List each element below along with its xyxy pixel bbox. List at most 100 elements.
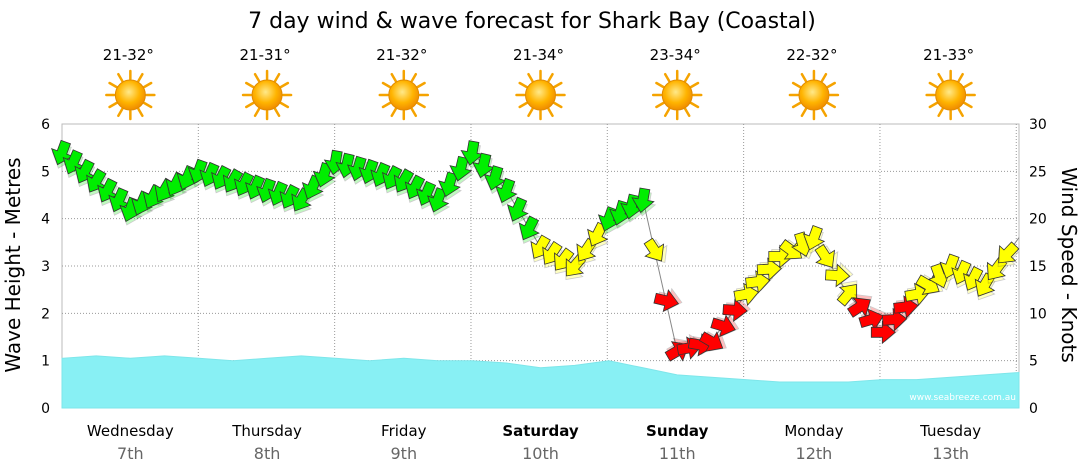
sun-ray bbox=[826, 101, 836, 109]
sun-ray bbox=[547, 107, 554, 118]
wind-arrow-shape bbox=[722, 298, 748, 323]
y-tick-right: 25 bbox=[1029, 164, 1047, 180]
sun-ray bbox=[547, 72, 554, 83]
wind-arrow bbox=[518, 215, 541, 244]
temp-label: 21-33° bbox=[923, 46, 974, 64]
day-label: Sunday bbox=[646, 422, 709, 440]
date-label: 11th bbox=[659, 444, 696, 463]
y-tick-left: 4 bbox=[41, 212, 50, 228]
sun-ray bbox=[245, 101, 255, 109]
wind-arrow bbox=[438, 171, 462, 201]
sun-disc bbox=[935, 79, 967, 111]
wind-arrow-shape bbox=[698, 331, 724, 352]
y-tick-right: 15 bbox=[1029, 259, 1047, 275]
sun-ray bbox=[683, 72, 691, 83]
sun-ray bbox=[963, 101, 973, 109]
wind-arrow bbox=[997, 241, 1020, 267]
wind-arrow-shape bbox=[825, 263, 851, 288]
wind-arrow-shape bbox=[506, 196, 529, 222]
temp-label: 21-32° bbox=[103, 46, 154, 64]
wind-arrow bbox=[460, 140, 486, 170]
sun-ray bbox=[137, 107, 144, 118]
sun-ray bbox=[527, 72, 534, 83]
temp-label: 22-32° bbox=[786, 46, 837, 64]
sun-ray bbox=[381, 101, 392, 109]
wind-arrow-shape bbox=[802, 225, 826, 251]
y-tick-left: 2 bbox=[41, 306, 50, 322]
sun-icon bbox=[378, 69, 430, 121]
date-label: 9th bbox=[390, 444, 417, 463]
sun-ray bbox=[416, 81, 426, 89]
wind-arrow-shape bbox=[986, 256, 1008, 281]
sun-disc bbox=[114, 79, 146, 111]
date-label: 8th bbox=[254, 444, 281, 463]
wind-arrow-shape bbox=[858, 308, 884, 332]
wind-arrow-shape bbox=[756, 257, 782, 282]
sun-ray bbox=[410, 107, 418, 118]
y-axis-right-label: Wind Speed - Knots bbox=[1057, 167, 1080, 363]
sun-ray bbox=[410, 72, 418, 83]
sun-icon bbox=[925, 69, 976, 121]
sun-ray bbox=[663, 72, 671, 83]
date-label: 12th bbox=[796, 444, 833, 463]
wind-arrow bbox=[722, 296, 751, 323]
wind-arrow-shape bbox=[998, 241, 1020, 264]
sun-ray bbox=[416, 101, 426, 109]
wind-arrow-shape bbox=[836, 283, 857, 307]
wind-arrow bbox=[643, 237, 668, 263]
wind-arrow bbox=[858, 305, 887, 332]
y-tick-right: 0 bbox=[1029, 401, 1038, 417]
sun-ray bbox=[655, 81, 665, 89]
sun-disc bbox=[251, 79, 283, 111]
wind-arrow-shape bbox=[631, 187, 655, 214]
day-label: Friday bbox=[381, 422, 427, 440]
y-tick-right: 5 bbox=[1029, 354, 1038, 370]
sun-ray bbox=[800, 72, 808, 83]
sun-disc bbox=[661, 79, 693, 111]
sun-icon bbox=[788, 69, 840, 121]
sun-ray bbox=[820, 107, 828, 118]
sun-ray bbox=[273, 72, 281, 83]
sun-ray bbox=[800, 107, 808, 118]
sun-ray bbox=[279, 101, 290, 109]
sun-ray bbox=[683, 107, 691, 118]
sun-ray bbox=[117, 107, 124, 118]
temp-label: 23-34° bbox=[650, 46, 701, 64]
sun-ray bbox=[928, 101, 939, 109]
day-label: Thursday bbox=[231, 422, 302, 440]
wind-arrow-shape bbox=[745, 270, 771, 294]
day-label: Saturday bbox=[502, 422, 579, 440]
sun-ray bbox=[142, 81, 153, 89]
sun-ray bbox=[663, 107, 671, 118]
y-tick-left: 5 bbox=[41, 164, 50, 180]
sun-ray bbox=[381, 81, 392, 89]
sun-ray bbox=[957, 107, 964, 118]
sun-ray bbox=[937, 107, 944, 118]
sun-icon bbox=[515, 69, 566, 121]
sun-ray bbox=[937, 72, 944, 83]
wind-arrow-shape bbox=[518, 215, 540, 241]
y-tick-left: 1 bbox=[41, 354, 50, 370]
y-tick-right: 30 bbox=[1029, 117, 1047, 133]
sun-ray bbox=[527, 107, 534, 118]
wind-arrow-shape bbox=[495, 177, 518, 204]
wind-arrow bbox=[814, 244, 839, 270]
sun-ray bbox=[137, 72, 144, 83]
sun-icon bbox=[651, 69, 703, 121]
sun-ray bbox=[273, 107, 281, 118]
sun-ray bbox=[390, 107, 398, 118]
sun-ray bbox=[553, 101, 563, 109]
sun-ray bbox=[253, 107, 261, 118]
wind-arrow-shape bbox=[882, 307, 908, 332]
temp-label: 21-31° bbox=[240, 46, 291, 64]
sun-disc bbox=[525, 79, 556, 111]
wind-arrow bbox=[825, 261, 854, 288]
date-label: 13th bbox=[932, 444, 969, 463]
y-tick-left: 0 bbox=[41, 401, 50, 417]
sun-ray bbox=[689, 101, 700, 109]
wind-arrow bbox=[631, 187, 657, 217]
sun-ray bbox=[253, 72, 261, 83]
wind-arrow-shape bbox=[86, 168, 107, 193]
sun-ray bbox=[390, 72, 398, 83]
